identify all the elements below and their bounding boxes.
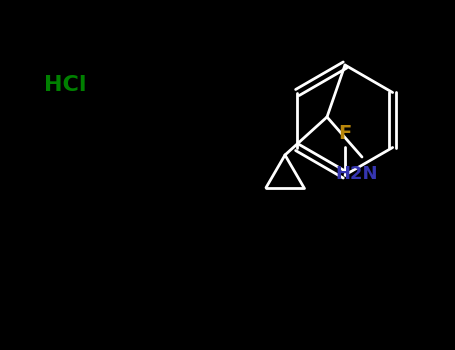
Text: F: F <box>339 124 352 143</box>
Text: HCl: HCl <box>44 75 86 95</box>
Text: H2N: H2N <box>336 165 378 183</box>
